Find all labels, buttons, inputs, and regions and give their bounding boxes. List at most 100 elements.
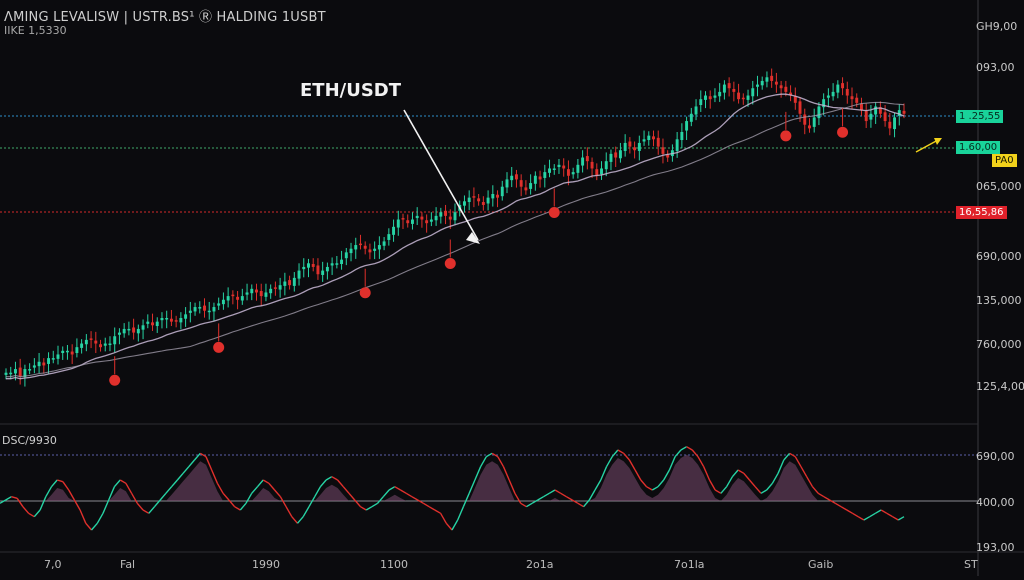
candle-body xyxy=(245,292,249,295)
candle xyxy=(751,80,755,105)
candle-body xyxy=(94,340,98,344)
oscillator-segment xyxy=(714,489,722,494)
oscillator-segment xyxy=(725,476,734,488)
candle xyxy=(18,358,22,385)
candle-body xyxy=(514,174,518,180)
candle-body xyxy=(571,172,575,175)
signal-marker xyxy=(548,188,560,218)
candle xyxy=(864,103,868,128)
candle xyxy=(37,353,41,374)
time-axis-label: 7o1la xyxy=(674,558,705,571)
oscillator-segment xyxy=(302,506,310,518)
candle xyxy=(694,99,698,121)
candle xyxy=(510,167,514,188)
candle-body xyxy=(774,81,778,85)
candle-body xyxy=(552,168,556,170)
candle xyxy=(656,130,660,155)
candle xyxy=(893,113,897,138)
candle-body xyxy=(642,139,646,142)
candle-body xyxy=(623,142,627,151)
oscillator-segment xyxy=(11,496,18,499)
candle-body xyxy=(32,365,36,368)
candle xyxy=(713,88,717,103)
candle xyxy=(207,301,211,320)
price-tag-blue-level: 1 .25,55 xyxy=(956,110,1004,123)
candle-body xyxy=(335,263,339,265)
candle xyxy=(410,212,414,230)
candle xyxy=(756,75,759,97)
candle-body xyxy=(103,343,107,346)
oscillator-segment xyxy=(485,452,493,458)
candle-body xyxy=(231,294,235,297)
candle xyxy=(415,207,419,225)
candle xyxy=(765,71,769,88)
oscillator-segment xyxy=(886,512,893,518)
candle-body xyxy=(359,243,362,246)
candle xyxy=(439,207,443,224)
oscillator-segment xyxy=(142,509,150,514)
candle xyxy=(420,212,424,228)
oscillator-segment xyxy=(829,499,836,504)
candle-body xyxy=(259,291,263,297)
time-axis-label: 7,0 xyxy=(44,558,62,571)
candle-body xyxy=(264,292,268,297)
candle-body xyxy=(51,358,55,360)
signal-marker-dot xyxy=(213,341,225,353)
candle xyxy=(850,87,854,109)
candle-body xyxy=(680,132,684,141)
candle xyxy=(160,312,164,329)
candle xyxy=(562,158,566,177)
candle xyxy=(359,234,362,250)
candle-body xyxy=(448,216,452,220)
oscillator-segment xyxy=(0,499,7,504)
oscillator-segment xyxy=(268,482,276,491)
oscillator-segment xyxy=(285,506,293,518)
candle-body xyxy=(519,180,523,187)
candle-body xyxy=(84,339,88,345)
candle xyxy=(604,152,608,177)
oscillator-segment xyxy=(102,499,110,514)
oscillator-segment xyxy=(234,506,241,511)
oscillator-segment xyxy=(68,489,76,501)
candle-body xyxy=(89,338,93,340)
oscillator-segment xyxy=(176,472,184,481)
candle-body xyxy=(28,369,32,371)
oscillator-segment xyxy=(130,492,138,504)
candle-body xyxy=(269,288,273,294)
candle-body xyxy=(273,287,277,289)
candle xyxy=(325,262,329,280)
candle-body xyxy=(250,288,254,294)
candle xyxy=(80,339,84,354)
oscillator-segment xyxy=(731,469,739,478)
oscillator-segment xyxy=(428,506,436,511)
oscillator-segment xyxy=(39,496,47,511)
candle-body xyxy=(311,264,315,267)
candle xyxy=(108,336,112,352)
candle xyxy=(47,352,51,374)
candle-body xyxy=(467,197,471,203)
candle xyxy=(382,237,386,251)
candle xyxy=(392,219,396,242)
oscillator-segment xyxy=(875,509,882,514)
candle xyxy=(803,108,807,135)
oscillator-segment xyxy=(90,522,98,531)
oscillator-segment xyxy=(548,489,556,494)
candle-body xyxy=(65,350,69,353)
candle-body xyxy=(255,289,258,293)
candle-body xyxy=(793,96,797,103)
candle xyxy=(576,158,580,179)
candle-body xyxy=(184,314,188,319)
candle xyxy=(425,214,429,233)
oscillator-segment xyxy=(754,486,762,494)
candle xyxy=(548,159,551,178)
candle xyxy=(174,315,178,328)
candle-body xyxy=(704,95,707,100)
candle xyxy=(250,284,254,301)
signal-marker-dot xyxy=(837,126,849,138)
candle-body xyxy=(444,210,448,216)
candle xyxy=(368,243,372,260)
oscillator-segment xyxy=(291,516,299,524)
candle xyxy=(633,141,637,159)
